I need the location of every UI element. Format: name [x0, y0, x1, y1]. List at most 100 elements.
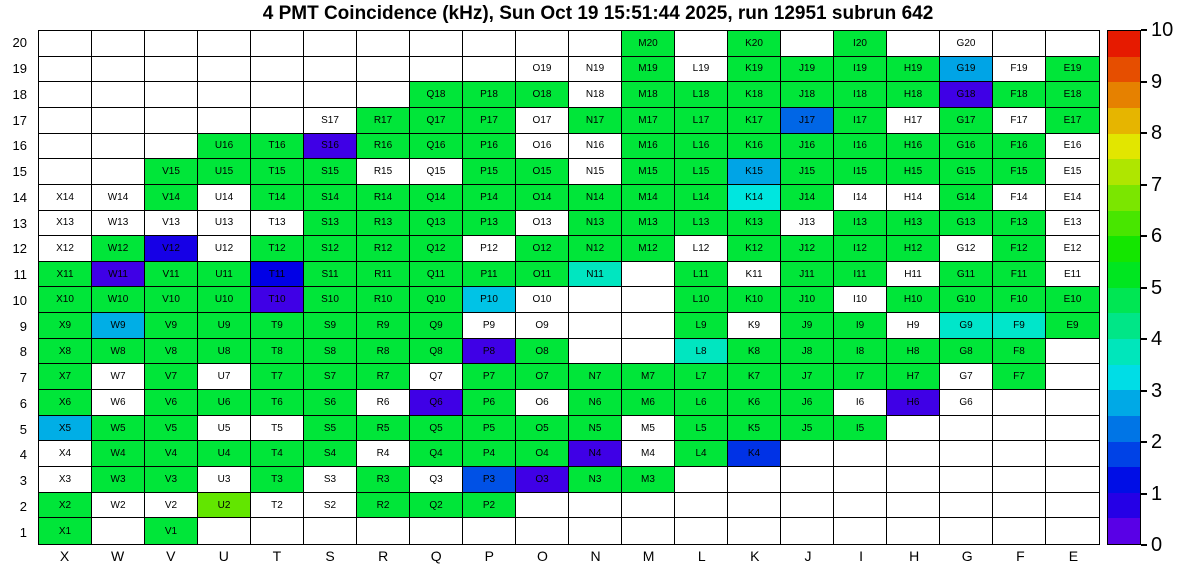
heatmap-cell: Q9 [410, 313, 463, 339]
heatmap-cell: P18 [463, 82, 516, 108]
heatmap-grid: M20 K20 I20 G20 O19 N19 M19 L19 K19 J19 I19 H19 G19 F… [38, 30, 1100, 545]
y-axis-label: 3 [19, 473, 27, 489]
heatmap-cell: V2 [145, 492, 198, 519]
heatmap-cell [728, 467, 781, 493]
heatmap-cell: S3 [304, 467, 357, 493]
heatmap-cell: Q4 [410, 441, 463, 468]
x-axis-label: F [1016, 548, 1025, 564]
heatmap-cell: Q17 [410, 107, 463, 134]
heatmap-cell: E14 [1046, 184, 1099, 211]
heatmap-cell: U8 [198, 338, 251, 365]
heatmap-cell: R11 [357, 261, 410, 288]
heatmap-cell: Q15 [410, 159, 463, 185]
colorbar-segment [1108, 56, 1140, 83]
heatmap-cell: I5 [834, 415, 887, 442]
heatmap-cell [92, 518, 145, 544]
heatmap-cell: U7 [198, 364, 251, 391]
heatmap-cell: X10 [39, 287, 92, 314]
heatmap-cell: P4 [463, 441, 516, 468]
heatmap-cell: E16 [1046, 133, 1099, 160]
heatmap-cell [410, 56, 463, 83]
heatmap-cell: R14 [357, 184, 410, 211]
colorbar-tick-label: 4 [1151, 328, 1163, 350]
heatmap-cell: V5 [145, 415, 198, 442]
heatmap-cell: T3 [251, 467, 304, 493]
heatmap-cell: G19 [940, 56, 993, 83]
colorbar-segment [1108, 261, 1140, 288]
colorbar-tick-label: 2 [1151, 431, 1163, 453]
x-axis-label: G [961, 548, 973, 564]
heatmap-cell: X7 [39, 364, 92, 391]
heatmap-cell: G18 [940, 82, 993, 108]
heatmap-cell: T12 [251, 236, 304, 262]
heatmap-cell: E10 [1046, 287, 1099, 314]
heatmap-cell: O10 [516, 287, 569, 314]
heatmap-cell: Q6 [410, 390, 463, 416]
heatmap-cell [516, 492, 569, 519]
heatmap-cell [39, 31, 92, 57]
heatmap-cell [92, 107, 145, 134]
x-axis-label: P [484, 548, 495, 564]
x-axis-label: Q [430, 548, 442, 564]
heatmap-cell [251, 31, 304, 57]
heatmap-cell: H15 [887, 159, 940, 185]
heatmap-cell: V8 [145, 338, 198, 365]
x-axis-label: H [909, 548, 920, 564]
heatmap-cell: K17 [728, 107, 781, 134]
x-axis-label: W [111, 548, 125, 564]
heatmap-cell [1046, 339, 1099, 365]
heatmap-cell: G16 [940, 133, 993, 160]
heatmap-cell: Q3 [410, 467, 463, 493]
heatmap-cell: P10 [463, 287, 516, 314]
heatmap-cell [39, 107, 92, 134]
heatmap-cell: J11 [781, 261, 834, 288]
heatmap-cell: S7 [304, 364, 357, 391]
heatmap-cell [781, 518, 834, 544]
heatmap-cell: T11 [251, 261, 304, 288]
heatmap-cell: F12 [993, 236, 1046, 262]
heatmap-cell: L12 [675, 236, 728, 262]
y-axis-label: 8 [19, 344, 27, 360]
heatmap-cell: Q16 [410, 133, 463, 160]
heatmap-cell: K9 [728, 313, 781, 339]
heatmap-cell: M19 [622, 56, 675, 83]
heatmap-cell: V3 [145, 467, 198, 493]
colorbar-tick [1141, 286, 1147, 289]
heatmap-cell: X3 [39, 467, 92, 493]
heatmap-cell: I11 [834, 261, 887, 288]
heatmap-cell [39, 82, 92, 108]
heatmap-cell: V12 [145, 236, 198, 262]
heatmap-cell: O8 [516, 338, 569, 365]
heatmap-cell: V9 [145, 313, 198, 339]
colorbar-tick [1141, 544, 1147, 546]
heatmap-cell: I9 [834, 313, 887, 339]
heatmap-cell: W5 [92, 415, 145, 442]
heatmap-cell: K14 [728, 184, 781, 211]
colorbar-segment [1108, 184, 1140, 211]
x-axis-label: S [325, 548, 335, 564]
heatmap-cell [410, 518, 463, 544]
heatmap-cell: T2 [251, 492, 304, 519]
heatmap-cell: M3 [622, 467, 675, 493]
heatmap-cell [251, 518, 304, 544]
heatmap-cell [304, 518, 357, 544]
heatmap-cell: I6 [834, 390, 887, 416]
heatmap-cell [675, 467, 728, 493]
heatmap-cell: U16 [198, 133, 251, 160]
heatmap-cell: H6 [887, 390, 940, 416]
heatmap-cell [887, 415, 940, 442]
heatmap-cell: F10 [993, 287, 1046, 314]
heatmap-cell: W13 [92, 210, 145, 237]
heatmap-cell: L6 [675, 390, 728, 416]
heatmap-cell [622, 492, 675, 519]
colorbar-segment [1108, 107, 1140, 134]
y-axis-label: 7 [19, 370, 27, 386]
colorbar-tick-label: 6 [1151, 225, 1163, 247]
heatmap-cell: H16 [887, 133, 940, 160]
heatmap-cell: F19 [993, 56, 1046, 83]
heatmap-cell: S13 [304, 210, 357, 237]
heatmap-cell: O7 [516, 364, 569, 391]
heatmap-cell: H11 [887, 261, 940, 288]
colorbar-segment [1108, 390, 1140, 416]
